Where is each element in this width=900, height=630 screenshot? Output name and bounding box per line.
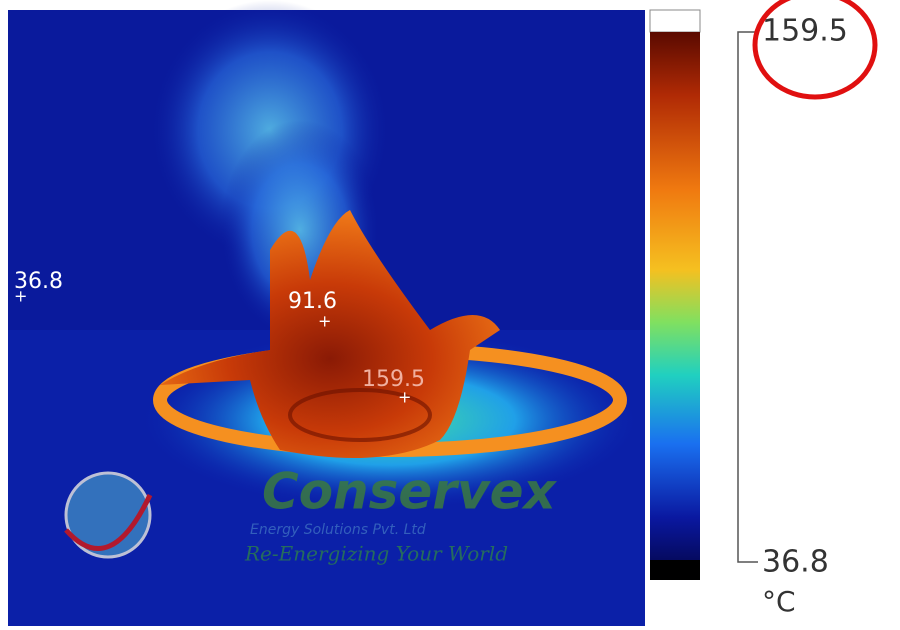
slogan: Re-Energizing Your World [244, 542, 508, 566]
scale-min: 36.8 [762, 545, 829, 580]
spot-label: 159.5 [362, 367, 425, 392]
color-bar [650, 10, 700, 580]
thermal-screen: Conservex Energy Solutions Pvt. Ltd Re-E… [0, 0, 900, 626]
scale-unit: °C [762, 585, 796, 618]
scale-max: 159.5 [762, 14, 848, 49]
spot-label: 91.6 [288, 289, 337, 314]
spot-marker: + [318, 312, 331, 331]
spot-marker: + [14, 287, 27, 306]
tagline: Energy Solutions Pvt. Ltd [250, 522, 426, 538]
scale [738, 32, 758, 562]
brand: Conservex [262, 463, 557, 521]
spot-marker: + [398, 388, 411, 407]
